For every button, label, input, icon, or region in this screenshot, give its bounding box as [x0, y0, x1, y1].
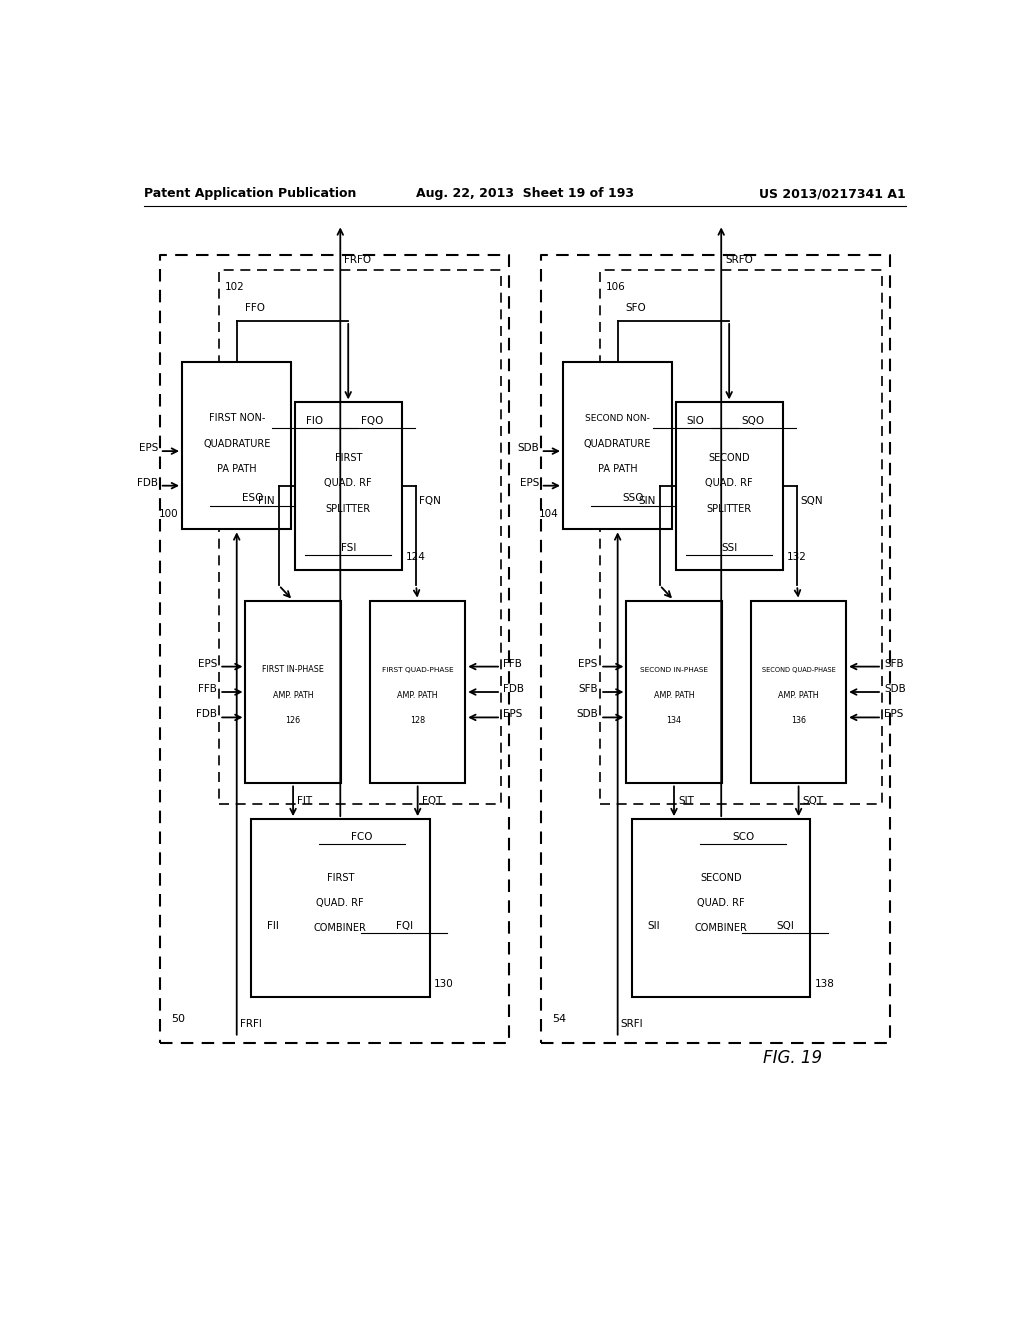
Bar — [751, 601, 846, 784]
Text: FII: FII — [267, 921, 280, 932]
Text: FIO: FIO — [306, 416, 323, 425]
Text: FSI: FSI — [341, 543, 356, 553]
Text: SDB: SDB — [885, 684, 906, 694]
Bar — [295, 403, 401, 570]
Text: 54: 54 — [553, 1014, 566, 1024]
Text: SIT: SIT — [678, 796, 694, 807]
Text: QUADRATURE: QUADRATURE — [203, 438, 270, 449]
Text: SCO: SCO — [732, 833, 754, 842]
Text: EPS: EPS — [139, 444, 158, 453]
Text: AMP. PATH: AMP. PATH — [272, 690, 313, 700]
Text: FIG. 19: FIG. 19 — [763, 1049, 822, 1067]
Text: FFB: FFB — [198, 684, 217, 694]
Text: FIRST IN-PHASE: FIRST IN-PHASE — [262, 665, 324, 675]
Text: QUAD. RF: QUAD. RF — [697, 898, 745, 908]
Text: SRFO: SRFO — [725, 255, 753, 265]
Bar — [632, 818, 811, 997]
Text: 128: 128 — [410, 715, 425, 725]
Text: COMBINER: COMBINER — [313, 923, 367, 933]
Text: SSO: SSO — [623, 494, 644, 503]
Text: 100: 100 — [159, 510, 178, 519]
Text: FIRST: FIRST — [327, 873, 354, 883]
Bar — [251, 818, 430, 997]
Text: EPS: EPS — [504, 709, 522, 719]
Text: SQN: SQN — [800, 496, 823, 507]
Text: ESO: ESO — [242, 494, 263, 503]
Text: SQT: SQT — [803, 796, 823, 807]
Text: SQI: SQI — [776, 921, 794, 932]
Text: 134: 134 — [667, 715, 682, 725]
Text: FIT: FIT — [297, 796, 312, 807]
Text: 102: 102 — [225, 282, 245, 293]
Text: EPS: EPS — [520, 478, 539, 487]
Text: FQN: FQN — [419, 496, 441, 507]
Bar — [563, 362, 673, 529]
Text: FQO: FQO — [361, 416, 384, 425]
Text: FIRST: FIRST — [335, 453, 361, 463]
Text: 50: 50 — [172, 1014, 185, 1024]
Text: SDB: SDB — [577, 709, 598, 719]
Text: FDB: FDB — [137, 478, 158, 487]
Text: SIO: SIO — [686, 416, 705, 425]
Text: 104: 104 — [540, 510, 559, 519]
Text: US 2013/0217341 A1: US 2013/0217341 A1 — [759, 187, 905, 201]
Text: 126: 126 — [286, 715, 301, 725]
Text: SDB: SDB — [517, 444, 539, 453]
Text: SFO: SFO — [626, 302, 646, 313]
Text: EPS: EPS — [885, 709, 903, 719]
Text: SFB: SFB — [885, 659, 904, 668]
Text: FDB: FDB — [504, 684, 524, 694]
Text: 124: 124 — [406, 552, 426, 562]
Text: FFB: FFB — [504, 659, 522, 668]
Text: SSI: SSI — [721, 543, 737, 553]
Text: FRFI: FRFI — [240, 1019, 262, 1030]
Text: SQO: SQO — [741, 416, 765, 425]
Text: 130: 130 — [433, 979, 454, 989]
Text: SECOND NON-: SECOND NON- — [585, 413, 650, 422]
Text: SPLITTER: SPLITTER — [707, 503, 752, 513]
Text: SIN: SIN — [638, 496, 655, 507]
Text: SECOND IN-PHASE: SECOND IN-PHASE — [640, 667, 708, 673]
Text: SECOND QUAD-PHASE: SECOND QUAD-PHASE — [762, 667, 836, 673]
Text: QUAD. RF: QUAD. RF — [706, 478, 753, 488]
Text: SII: SII — [648, 921, 660, 932]
Text: SRFI: SRFI — [621, 1019, 643, 1030]
Bar — [676, 403, 782, 570]
Text: SFB: SFB — [579, 684, 598, 694]
Text: SECOND: SECOND — [709, 453, 750, 463]
Text: EPS: EPS — [198, 659, 217, 668]
Bar — [182, 362, 292, 529]
Text: PA PATH: PA PATH — [217, 463, 257, 474]
Text: COMBINER: COMBINER — [694, 923, 748, 933]
Text: 138: 138 — [814, 979, 835, 989]
Text: Aug. 22, 2013  Sheet 19 of 193: Aug. 22, 2013 Sheet 19 of 193 — [416, 187, 634, 201]
Bar — [246, 601, 341, 784]
Text: FIN: FIN — [258, 496, 274, 507]
Text: FFO: FFO — [245, 302, 264, 313]
Text: AMP. PATH: AMP. PATH — [397, 690, 438, 700]
Text: FIRST QUAD-PHASE: FIRST QUAD-PHASE — [382, 667, 454, 673]
Text: QUADRATURE: QUADRATURE — [584, 438, 651, 449]
Text: FDB: FDB — [196, 709, 217, 719]
Text: PA PATH: PA PATH — [598, 463, 638, 474]
Text: FIRST NON-: FIRST NON- — [209, 413, 265, 424]
Bar — [370, 601, 465, 784]
Text: 136: 136 — [792, 715, 806, 725]
Text: 106: 106 — [606, 282, 626, 293]
Text: Patent Application Publication: Patent Application Publication — [143, 187, 356, 201]
Text: FQT: FQT — [422, 796, 442, 807]
Text: AMP. PATH: AMP. PATH — [778, 690, 819, 700]
Text: FRFO: FRFO — [344, 255, 372, 265]
Text: FCO: FCO — [351, 833, 373, 842]
Text: SPLITTER: SPLITTER — [326, 503, 371, 513]
Text: QUAD. RF: QUAD. RF — [316, 898, 365, 908]
Text: SECOND: SECOND — [700, 873, 742, 883]
Text: QUAD. RF: QUAD. RF — [325, 478, 372, 488]
Text: EPS: EPS — [579, 659, 598, 668]
Bar — [627, 601, 722, 784]
Text: AMP. PATH: AMP. PATH — [653, 690, 694, 700]
Text: FQI: FQI — [395, 921, 413, 932]
Text: 132: 132 — [786, 552, 807, 562]
